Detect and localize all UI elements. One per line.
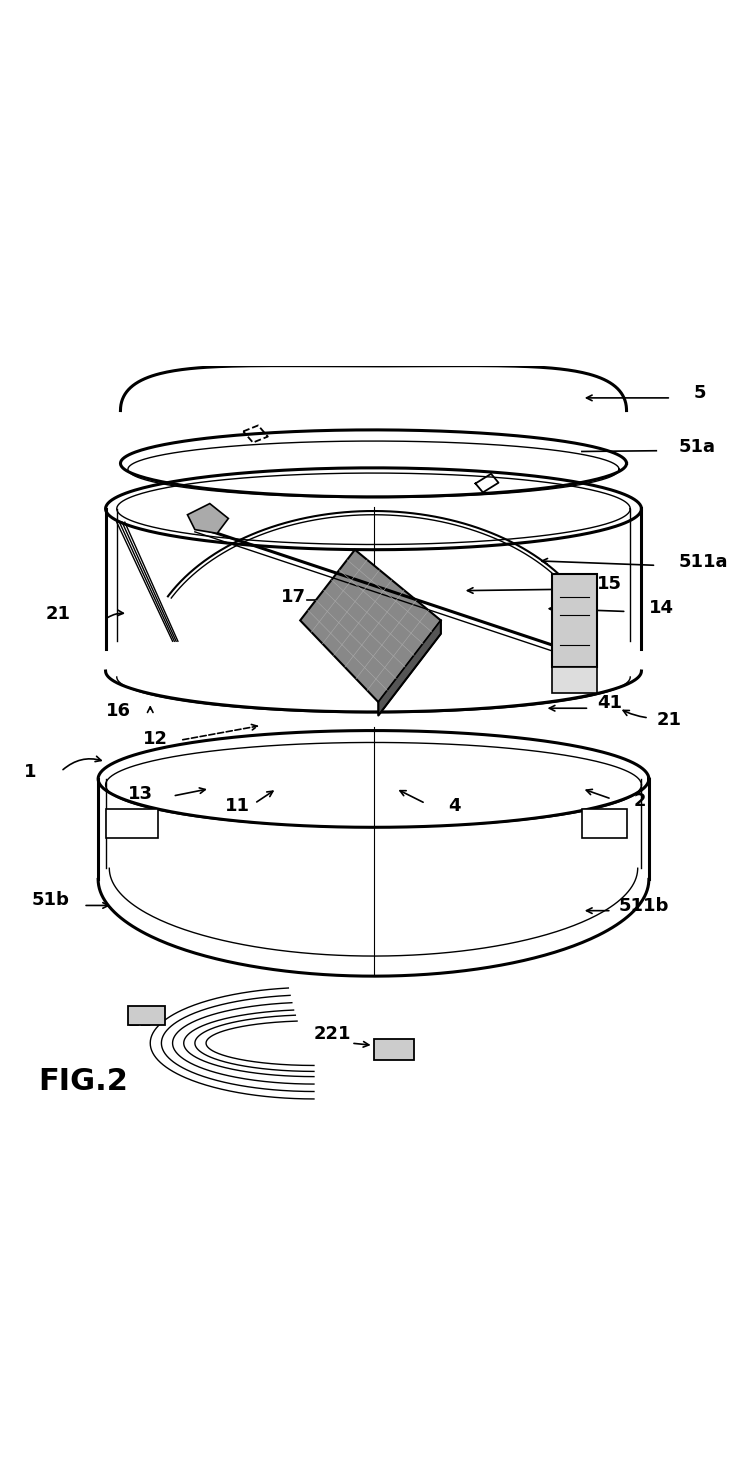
Text: 21: 21 bbox=[657, 710, 681, 729]
Polygon shape bbox=[300, 549, 441, 703]
FancyBboxPatch shape bbox=[128, 1007, 165, 1024]
Text: 51a: 51a bbox=[678, 438, 716, 456]
Text: 12: 12 bbox=[143, 731, 168, 748]
Polygon shape bbox=[187, 503, 229, 533]
Text: 16: 16 bbox=[105, 701, 131, 720]
FancyBboxPatch shape bbox=[552, 574, 597, 667]
FancyBboxPatch shape bbox=[105, 809, 158, 838]
Text: 14: 14 bbox=[649, 599, 674, 617]
Text: 17: 17 bbox=[280, 587, 306, 605]
Text: 21: 21 bbox=[46, 605, 71, 623]
Text: 22: 22 bbox=[128, 1013, 153, 1030]
Text: FIG.2: FIG.2 bbox=[39, 1067, 128, 1097]
Text: 511a: 511a bbox=[678, 554, 728, 571]
FancyBboxPatch shape bbox=[552, 667, 597, 694]
FancyBboxPatch shape bbox=[582, 809, 627, 838]
Text: 41: 41 bbox=[597, 694, 622, 713]
Text: 4: 4 bbox=[448, 797, 460, 815]
FancyBboxPatch shape bbox=[374, 1039, 415, 1060]
Text: 5: 5 bbox=[693, 384, 706, 401]
Text: 2: 2 bbox=[634, 793, 646, 810]
Polygon shape bbox=[378, 620, 441, 716]
Text: 51b: 51b bbox=[31, 892, 69, 909]
Text: 1: 1 bbox=[24, 763, 36, 781]
Text: 511b: 511b bbox=[619, 896, 669, 915]
Text: 11: 11 bbox=[225, 797, 249, 815]
Text: 13: 13 bbox=[128, 785, 153, 803]
Text: 15: 15 bbox=[597, 576, 622, 593]
Text: 221: 221 bbox=[314, 1026, 351, 1044]
